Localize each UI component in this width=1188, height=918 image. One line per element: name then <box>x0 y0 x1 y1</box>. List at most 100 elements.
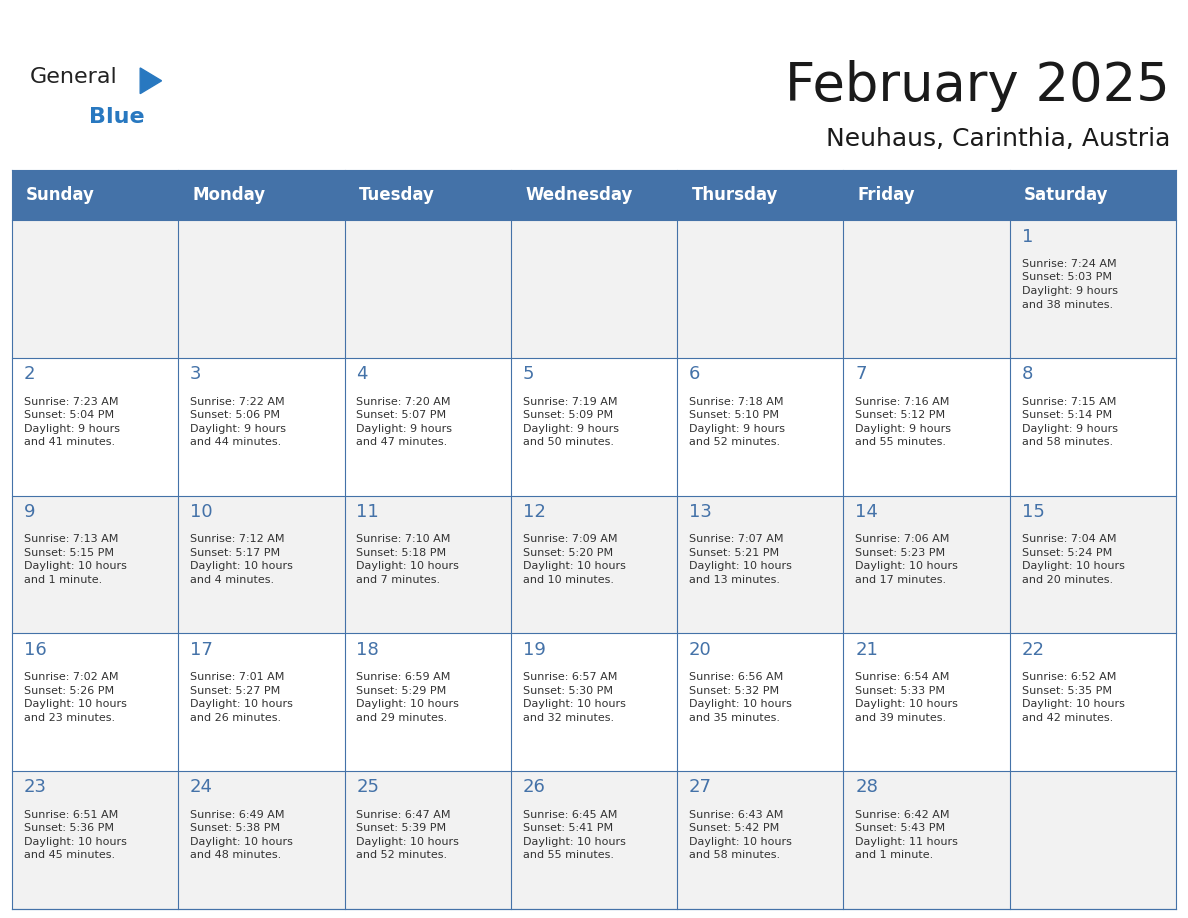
Bar <box>677 358 843 496</box>
Bar <box>677 220 843 358</box>
Text: 21: 21 <box>855 641 878 659</box>
Text: Sunrise: 7:02 AM
Sunset: 5:26 PM
Daylight: 10 hours
and 23 minutes.: Sunrise: 7:02 AM Sunset: 5:26 PM Dayligh… <box>24 672 127 722</box>
Text: Sunrise: 7:06 AM
Sunset: 5:23 PM
Daylight: 10 hours
and 17 minutes.: Sunrise: 7:06 AM Sunset: 5:23 PM Dayligh… <box>855 534 959 585</box>
Text: Sunrise: 7:20 AM
Sunset: 5:07 PM
Daylight: 9 hours
and 47 minutes.: Sunrise: 7:20 AM Sunset: 5:07 PM Dayligh… <box>356 397 453 447</box>
Text: General: General <box>30 67 118 87</box>
Text: Sunrise: 7:19 AM
Sunset: 5:09 PM
Daylight: 9 hours
and 50 minutes.: Sunrise: 7:19 AM Sunset: 5:09 PM Dayligh… <box>523 397 619 447</box>
Text: Tuesday: Tuesday <box>359 186 435 204</box>
Text: Sunrise: 7:18 AM
Sunset: 5:10 PM
Daylight: 9 hours
and 52 minutes.: Sunrise: 7:18 AM Sunset: 5:10 PM Dayligh… <box>689 397 785 447</box>
Text: 18: 18 <box>356 641 379 659</box>
Bar <box>345 220 511 358</box>
Text: 26: 26 <box>523 778 545 797</box>
Text: Wednesday: Wednesday <box>525 186 632 204</box>
Bar <box>12 170 1176 220</box>
Bar <box>1010 496 1176 633</box>
Text: Sunrise: 7:07 AM
Sunset: 5:21 PM
Daylight: 10 hours
and 13 minutes.: Sunrise: 7:07 AM Sunset: 5:21 PM Dayligh… <box>689 534 792 585</box>
Text: Sunrise: 7:15 AM
Sunset: 5:14 PM
Daylight: 9 hours
and 58 minutes.: Sunrise: 7:15 AM Sunset: 5:14 PM Dayligh… <box>1022 397 1118 447</box>
Text: Sunrise: 6:45 AM
Sunset: 5:41 PM
Daylight: 10 hours
and 55 minutes.: Sunrise: 6:45 AM Sunset: 5:41 PM Dayligh… <box>523 810 626 860</box>
Text: Sunrise: 7:12 AM
Sunset: 5:17 PM
Daylight: 10 hours
and 4 minutes.: Sunrise: 7:12 AM Sunset: 5:17 PM Dayligh… <box>190 534 293 585</box>
Text: Sunrise: 6:54 AM
Sunset: 5:33 PM
Daylight: 10 hours
and 39 minutes.: Sunrise: 6:54 AM Sunset: 5:33 PM Dayligh… <box>855 672 959 722</box>
Bar <box>843 358 1010 496</box>
Text: Sunrise: 6:49 AM
Sunset: 5:38 PM
Daylight: 10 hours
and 48 minutes.: Sunrise: 6:49 AM Sunset: 5:38 PM Dayligh… <box>190 810 293 860</box>
Text: Friday: Friday <box>858 186 916 204</box>
Bar <box>511 358 677 496</box>
Text: Sunrise: 6:43 AM
Sunset: 5:42 PM
Daylight: 10 hours
and 58 minutes.: Sunrise: 6:43 AM Sunset: 5:42 PM Dayligh… <box>689 810 792 860</box>
Bar <box>178 220 345 358</box>
Text: 11: 11 <box>356 503 379 521</box>
Text: 5: 5 <box>523 365 535 384</box>
Text: Sunrise: 7:23 AM
Sunset: 5:04 PM
Daylight: 9 hours
and 41 minutes.: Sunrise: 7:23 AM Sunset: 5:04 PM Dayligh… <box>24 397 120 447</box>
Bar <box>843 220 1010 358</box>
Text: 19: 19 <box>523 641 545 659</box>
Text: 3: 3 <box>190 365 202 384</box>
Polygon shape <box>140 68 162 94</box>
Bar <box>843 771 1010 909</box>
Text: Sunrise: 7:01 AM
Sunset: 5:27 PM
Daylight: 10 hours
and 26 minutes.: Sunrise: 7:01 AM Sunset: 5:27 PM Dayligh… <box>190 672 293 722</box>
Text: 17: 17 <box>190 641 213 659</box>
Text: Sunrise: 7:10 AM
Sunset: 5:18 PM
Daylight: 10 hours
and 7 minutes.: Sunrise: 7:10 AM Sunset: 5:18 PM Dayligh… <box>356 534 460 585</box>
Bar <box>345 358 511 496</box>
Bar <box>1010 633 1176 771</box>
Text: Sunrise: 7:04 AM
Sunset: 5:24 PM
Daylight: 10 hours
and 20 minutes.: Sunrise: 7:04 AM Sunset: 5:24 PM Dayligh… <box>1022 534 1125 585</box>
Text: Sunrise: 6:51 AM
Sunset: 5:36 PM
Daylight: 10 hours
and 45 minutes.: Sunrise: 6:51 AM Sunset: 5:36 PM Dayligh… <box>24 810 127 860</box>
Bar <box>345 771 511 909</box>
Text: Sunrise: 7:09 AM
Sunset: 5:20 PM
Daylight: 10 hours
and 10 minutes.: Sunrise: 7:09 AM Sunset: 5:20 PM Dayligh… <box>523 534 626 585</box>
Text: Thursday: Thursday <box>691 186 778 204</box>
Bar <box>178 633 345 771</box>
Text: Sunrise: 6:42 AM
Sunset: 5:43 PM
Daylight: 11 hours
and 1 minute.: Sunrise: 6:42 AM Sunset: 5:43 PM Dayligh… <box>855 810 959 860</box>
Text: Sunrise: 6:59 AM
Sunset: 5:29 PM
Daylight: 10 hours
and 29 minutes.: Sunrise: 6:59 AM Sunset: 5:29 PM Dayligh… <box>356 672 460 722</box>
Bar <box>1010 358 1176 496</box>
Bar <box>178 771 345 909</box>
Text: 1: 1 <box>1022 228 1034 246</box>
Text: Sunrise: 7:16 AM
Sunset: 5:12 PM
Daylight: 9 hours
and 55 minutes.: Sunrise: 7:16 AM Sunset: 5:12 PM Dayligh… <box>855 397 952 447</box>
Text: February 2025: February 2025 <box>785 60 1170 112</box>
Bar <box>345 496 511 633</box>
Bar <box>843 633 1010 771</box>
Bar <box>12 771 178 909</box>
Bar <box>178 496 345 633</box>
Bar <box>511 771 677 909</box>
Text: Sunrise: 6:52 AM
Sunset: 5:35 PM
Daylight: 10 hours
and 42 minutes.: Sunrise: 6:52 AM Sunset: 5:35 PM Dayligh… <box>1022 672 1125 722</box>
Text: 22: 22 <box>1022 641 1044 659</box>
Bar <box>511 220 677 358</box>
Text: 7: 7 <box>855 365 867 384</box>
Text: 9: 9 <box>24 503 36 521</box>
Text: 23: 23 <box>24 778 46 797</box>
Text: Sunrise: 7:24 AM
Sunset: 5:03 PM
Daylight: 9 hours
and 38 minutes.: Sunrise: 7:24 AM Sunset: 5:03 PM Dayligh… <box>1022 259 1118 309</box>
Bar <box>12 496 178 633</box>
Text: 4: 4 <box>356 365 368 384</box>
Text: Sunrise: 7:13 AM
Sunset: 5:15 PM
Daylight: 10 hours
and 1 minute.: Sunrise: 7:13 AM Sunset: 5:15 PM Dayligh… <box>24 534 127 585</box>
Text: Neuhaus, Carinthia, Austria: Neuhaus, Carinthia, Austria <box>826 127 1170 151</box>
Bar <box>12 358 178 496</box>
Text: 8: 8 <box>1022 365 1034 384</box>
Bar <box>511 633 677 771</box>
Text: 6: 6 <box>689 365 701 384</box>
Bar <box>511 496 677 633</box>
Bar <box>12 220 178 358</box>
Text: 25: 25 <box>356 778 379 797</box>
Bar <box>1010 771 1176 909</box>
Bar <box>1010 220 1176 358</box>
Text: 2: 2 <box>24 365 36 384</box>
Text: Sunrise: 6:47 AM
Sunset: 5:39 PM
Daylight: 10 hours
and 52 minutes.: Sunrise: 6:47 AM Sunset: 5:39 PM Dayligh… <box>356 810 460 860</box>
Text: 27: 27 <box>689 778 712 797</box>
Bar <box>677 496 843 633</box>
Text: Sunrise: 7:22 AM
Sunset: 5:06 PM
Daylight: 9 hours
and 44 minutes.: Sunrise: 7:22 AM Sunset: 5:06 PM Dayligh… <box>190 397 286 447</box>
Text: 13: 13 <box>689 503 712 521</box>
Text: 28: 28 <box>855 778 878 797</box>
Bar <box>677 771 843 909</box>
Text: Saturday: Saturday <box>1024 186 1108 204</box>
Bar <box>843 496 1010 633</box>
Text: 12: 12 <box>523 503 545 521</box>
Bar <box>12 633 178 771</box>
Text: 24: 24 <box>190 778 213 797</box>
Bar <box>345 633 511 771</box>
Text: Sunrise: 6:57 AM
Sunset: 5:30 PM
Daylight: 10 hours
and 32 minutes.: Sunrise: 6:57 AM Sunset: 5:30 PM Dayligh… <box>523 672 626 722</box>
Bar <box>677 633 843 771</box>
Text: 20: 20 <box>689 641 712 659</box>
Bar <box>178 358 345 496</box>
Text: Monday: Monday <box>192 186 266 204</box>
Text: 10: 10 <box>190 503 213 521</box>
Text: Sunrise: 6:56 AM
Sunset: 5:32 PM
Daylight: 10 hours
and 35 minutes.: Sunrise: 6:56 AM Sunset: 5:32 PM Dayligh… <box>689 672 792 722</box>
Text: Sunday: Sunday <box>26 186 95 204</box>
